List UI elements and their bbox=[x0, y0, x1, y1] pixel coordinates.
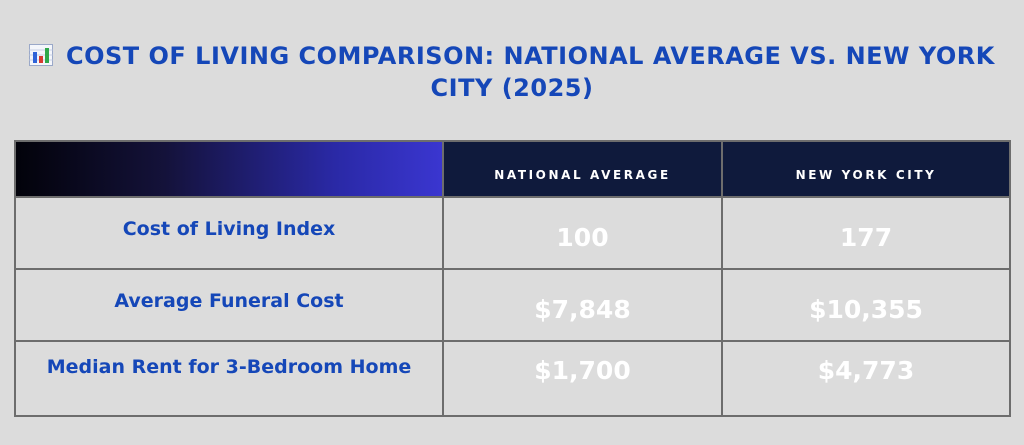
table-header-row: NATIONAL AVERAGE NEW YORK CITY bbox=[14, 140, 1011, 198]
national-average-value: $1,700 bbox=[442, 340, 723, 417]
row-label: Cost of Living Index bbox=[14, 196, 444, 270]
new-york-city-value: 177 bbox=[721, 196, 1011, 270]
comparison-table: NATIONAL AVERAGE NEW YORK CITY Cost of L… bbox=[14, 140, 1011, 417]
new-york-city-value: $10,355 bbox=[721, 268, 1011, 342]
row-label: Median Rent for 3-Bedroom Home bbox=[14, 340, 444, 417]
page-title: Cost of Living Comparison: National Aver… bbox=[20, 40, 1004, 104]
row-label: Average Funeral Cost bbox=[14, 268, 444, 342]
header-corner-cell bbox=[14, 140, 444, 198]
new-york-city-value: $4,773 bbox=[721, 340, 1011, 417]
table-row: Cost of Living Index 100 177 bbox=[14, 196, 1011, 270]
national-average-value: 100 bbox=[442, 196, 723, 270]
national-average-value: $7,848 bbox=[442, 268, 723, 342]
column-header-new-york-city: NEW YORK CITY bbox=[721, 140, 1011, 198]
page-title-text: Cost of Living Comparison: National Aver… bbox=[65, 42, 995, 102]
table-row: Median Rent for 3-Bedroom Home $1,700 $4… bbox=[14, 340, 1011, 417]
column-header-national-average: NATIONAL AVERAGE bbox=[442, 140, 723, 198]
bar-chart-icon bbox=[29, 44, 54, 66]
table-row: Average Funeral Cost $7,848 $10,355 bbox=[14, 268, 1011, 342]
